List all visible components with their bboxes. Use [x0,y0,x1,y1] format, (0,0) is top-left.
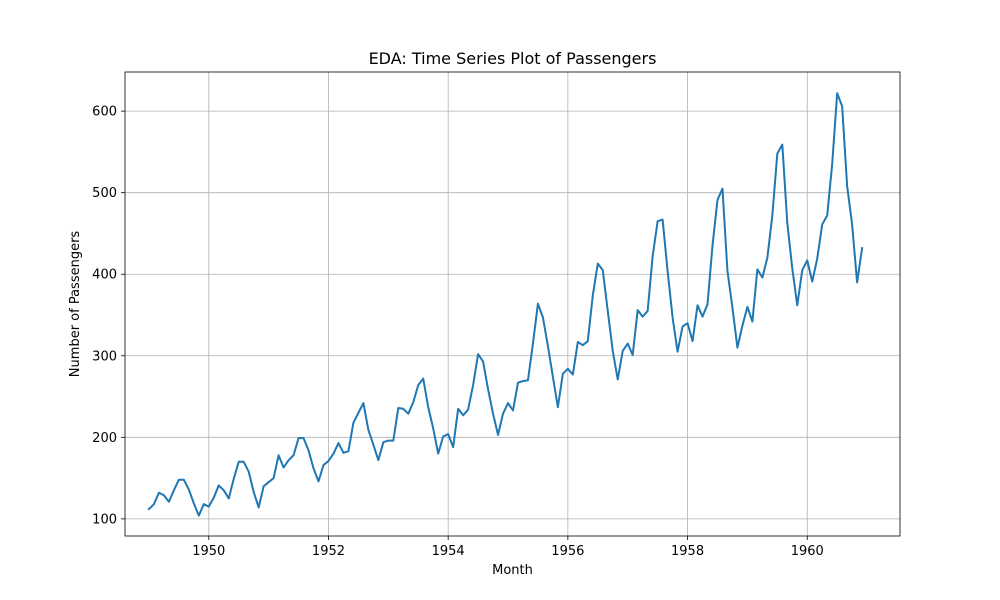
grid [125,72,900,536]
x-tick-label: 1950 [192,544,225,559]
plot-frame [124,71,901,537]
y-axis-label: Number of Passengers [68,231,83,378]
y-tick-label: 400 [92,268,117,283]
x-tick-label: 1952 [312,544,345,559]
y-tick-label: 500 [92,186,117,201]
y-tick-label: 300 [92,349,117,364]
series-line [147,92,864,517]
y-tick-label: 100 [92,512,117,527]
x-tick-label: 1956 [551,544,584,559]
y-tick-label: 600 [92,105,117,120]
chart-title: EDA: Time Series Plot of Passengers [369,49,657,68]
series-layer [147,92,864,517]
x-tick-label: 1958 [671,544,704,559]
axis-ticks: 1950 1952 1954 1956 1958 1960 100 200 300 400 500 6… [92,105,824,559]
x-axis-label: Month [492,563,533,578]
y-tick-label: 200 [92,431,117,446]
x-tick-label: 1960 [791,544,824,559]
x-tick-label: 1954 [432,544,465,559]
